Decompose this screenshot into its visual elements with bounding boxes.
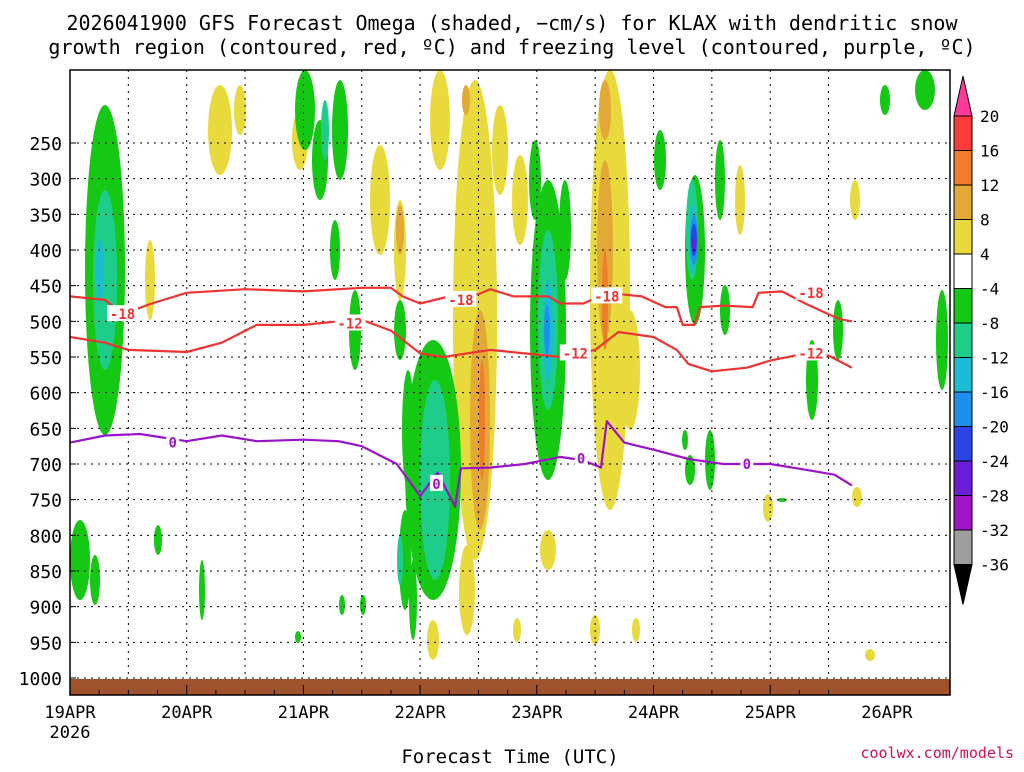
contour-label-bg <box>559 344 591 361</box>
colorbar-swatch <box>953 391 973 427</box>
contour-label-bg <box>445 290 477 307</box>
colorbar-label: 4 <box>980 245 990 264</box>
x-tick-label: 19APR <box>44 703 96 723</box>
y-tick-label: 850 <box>29 562 62 583</box>
y-tick-label: 950 <box>29 633 62 654</box>
x-tick-label: 24APR <box>628 703 680 723</box>
colorbar-top-triangle <box>953 75 973 117</box>
x-tick-label: 22APR <box>395 703 447 723</box>
x-tick-label: 25APR <box>745 703 797 723</box>
ground-surface-band <box>70 679 950 695</box>
contour-label-bg <box>166 433 180 450</box>
contour-label: -12 <box>563 346 588 362</box>
contour-label-bg <box>591 287 623 304</box>
x-tick-label: 21APR <box>278 703 330 723</box>
contour-label: -12 <box>798 346 823 362</box>
colorbar-swatch <box>953 115 973 151</box>
colorbar-label: -20 <box>980 418 1009 437</box>
colorbar-swatch <box>953 460 973 496</box>
x-tick-label: 23APR <box>511 703 563 723</box>
colorbar-swatch <box>953 288 973 324</box>
y-tick-label: 600 <box>29 384 62 405</box>
contour-label: -18 <box>448 293 473 309</box>
colorbar-label: -8 <box>980 314 999 333</box>
colorbar: 20 16 12 8 4 -4 -8 -12 -16 -20 -24 -28 -32 -36 <box>953 75 1009 605</box>
y-tick-label: 300 <box>29 170 62 191</box>
contour-label-bg <box>795 283 827 300</box>
x-tick-label: 26APR <box>861 703 913 723</box>
contour-label-bg <box>740 455 754 471</box>
contour-labels: -18 -18 -18 -18 -12 -12 -12 0 0 0 0 <box>107 283 827 493</box>
contour-label: -18 <box>594 289 619 305</box>
y-tick-label: 1000 <box>19 669 62 690</box>
contour-label-bg <box>429 474 443 491</box>
contour-lines <box>70 286 853 508</box>
contour--12 <box>70 318 853 373</box>
colorbar-swatch <box>953 495 973 531</box>
contour-label: 0 <box>168 436 176 452</box>
colorbar-label: 12 <box>980 176 999 195</box>
y-tick-label: 550 <box>29 348 62 369</box>
contour-label: -12 <box>337 316 362 332</box>
colorbar-label: -12 <box>980 349 1009 368</box>
colorbar-label: 20 <box>980 107 999 126</box>
contour-label-bg <box>795 344 827 361</box>
contour-label-bg <box>107 305 139 322</box>
colorbar-swatch <box>953 426 973 462</box>
colorbar-swatch <box>953 322 973 358</box>
colorbar-label: -4 <box>980 280 999 299</box>
contour-label: -18 <box>798 286 823 302</box>
plot-frame <box>69 69 951 696</box>
colorbar-label: 8 <box>980 211 990 230</box>
credit-text: coolwx.com/models <box>860 744 1014 762</box>
y-tick-label: 450 <box>29 277 62 298</box>
colorbar-swatch <box>953 357 973 393</box>
colorbar-label: -24 <box>980 452 1009 471</box>
y-tick-label: 750 <box>29 491 62 512</box>
colorbar-bottom-triangle <box>953 564 973 605</box>
y-tick-label: 400 <box>29 241 62 262</box>
colorbar-swatch <box>953 219 973 255</box>
y-tick-label: 700 <box>29 455 62 476</box>
contour--18 <box>70 286 853 326</box>
colorbar-label: -32 <box>980 521 1009 540</box>
contour-0 <box>70 420 853 508</box>
contour-label: 0 <box>743 457 751 473</box>
contour-label: -18 <box>110 307 135 323</box>
colorbar-label: 16 <box>980 142 999 161</box>
chart-title-line-1: 2026041900 GFS Forecast Omega (shaded, −… <box>66 11 958 35</box>
contour-label-bg <box>574 449 588 466</box>
colorbar-label: -36 <box>980 556 1009 575</box>
colorbar-swatch <box>953 150 973 186</box>
y-tick-label: 350 <box>29 205 62 226</box>
y-tick-label: 500 <box>29 312 62 333</box>
contour-label-bg <box>334 314 366 331</box>
x-tick-label: 20APR <box>161 703 213 723</box>
colorbar-label: -28 <box>980 487 1009 506</box>
omega-shaded-field <box>70 70 948 661</box>
colorbar-swatch <box>953 184 973 220</box>
chart-title-line-2: growth region (contoured, red, ºC) and f… <box>48 35 975 59</box>
y-axis-tick-labels: 250 300 350 400 450 500 550 600 650 700 750 800 850 9… <box>19 134 76 690</box>
colorbar-swatch <box>953 253 973 289</box>
y-tick-label: 800 <box>29 526 62 547</box>
colorbar-swatch <box>953 529 973 565</box>
y-tick-label: 900 <box>29 598 62 619</box>
x-axis-label: Forecast Time (UTC) <box>401 746 618 768</box>
y-tick-label: 250 <box>29 134 62 155</box>
contour-label: 0 <box>432 477 440 493</box>
colorbar-label: -16 <box>980 383 1009 402</box>
x-tick-sublabel: 2026 <box>50 723 91 743</box>
y-tick-label: 650 <box>29 419 62 440</box>
contour-label: 0 <box>577 451 585 467</box>
plot-area-background <box>70 70 950 695</box>
